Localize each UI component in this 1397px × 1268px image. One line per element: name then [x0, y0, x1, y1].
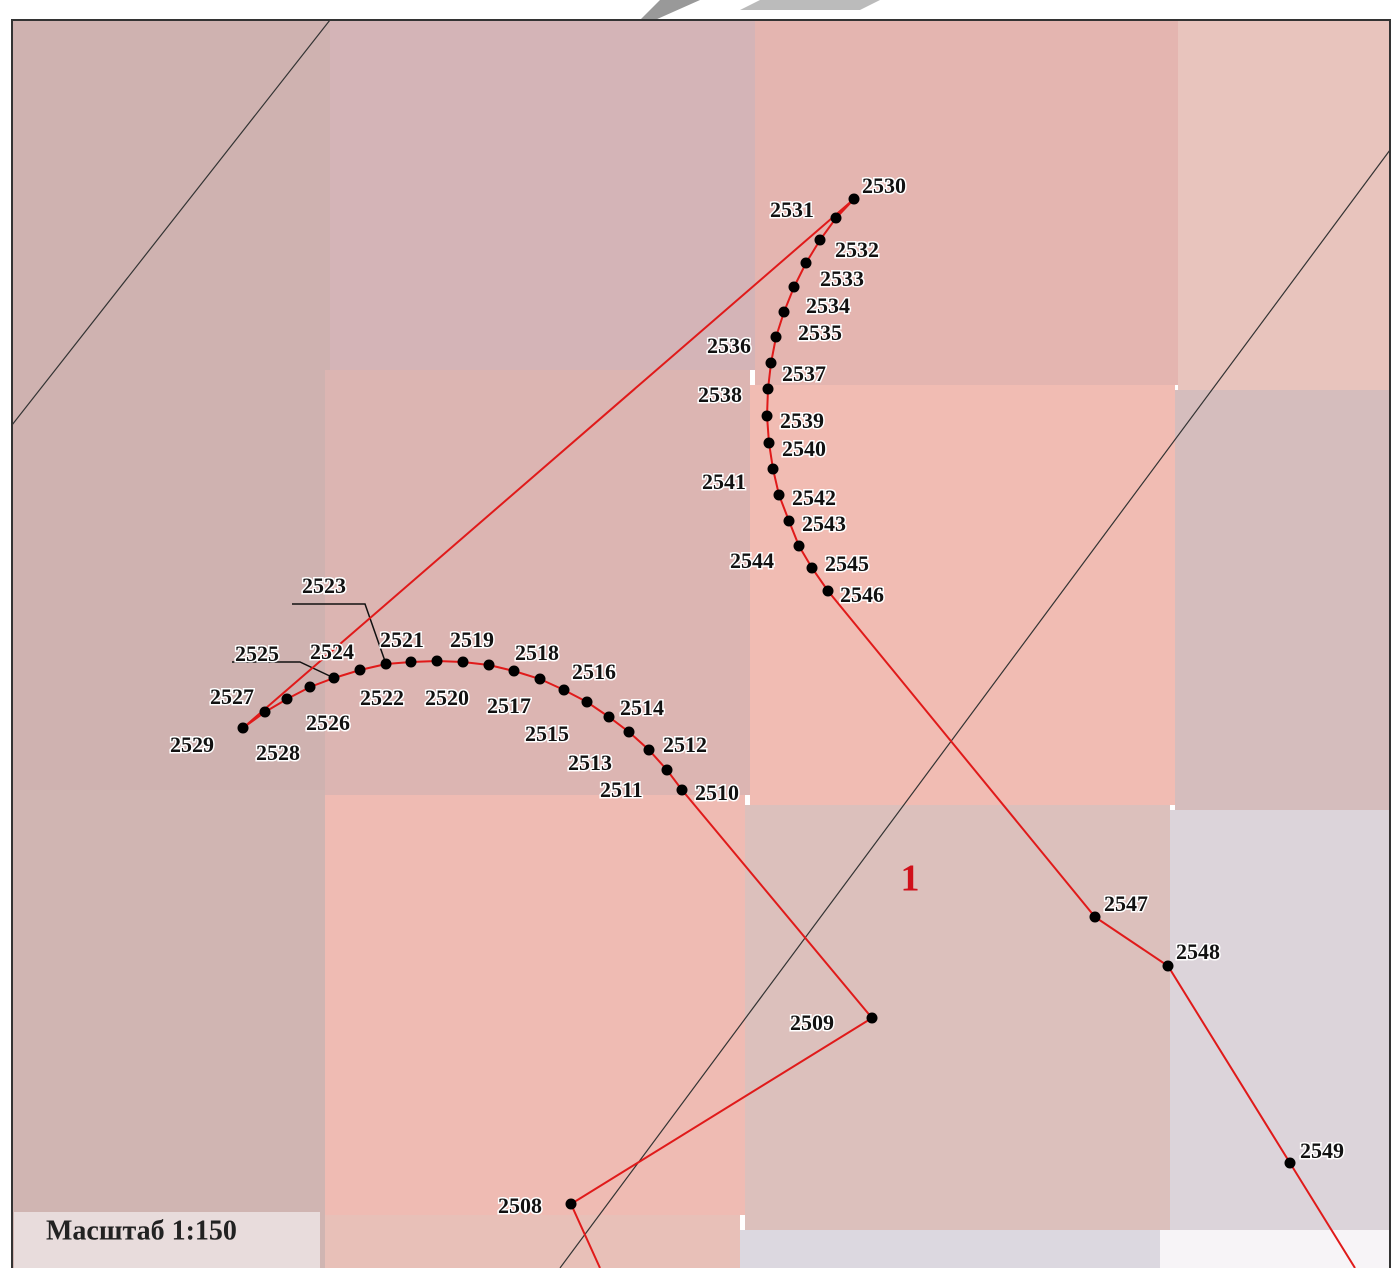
survey-point: [581, 696, 593, 708]
survey-point: [783, 515, 795, 527]
point-label: 2514: [620, 695, 664, 720]
point-label: 2515: [525, 721, 569, 746]
survey-point: [1089, 911, 1101, 923]
point-label: 2529: [170, 732, 214, 757]
survey-point: [558, 684, 570, 696]
point-label: 2531: [770, 197, 814, 222]
leader-line: [292, 603, 387, 665]
point-label: 2509: [790, 1010, 834, 1035]
survey-point: [848, 193, 860, 205]
survey-point: [793, 540, 805, 552]
header-fragment: [640, 0, 700, 20]
survey-point: [380, 658, 392, 670]
survey-point: [866, 1012, 878, 1024]
point-label: 2526: [306, 710, 350, 735]
point-label: 2532: [835, 237, 879, 262]
frame: [11, 19, 1391, 1268]
point-label: 2511: [600, 777, 643, 802]
point-label: 2547: [1104, 891, 1148, 916]
survey-point: [304, 681, 316, 693]
point-label: 2542: [792, 485, 836, 510]
background-tiles: [12, 20, 1390, 1268]
survey-point: [788, 281, 800, 293]
survey-point: [534, 673, 546, 685]
point-label: 2530: [862, 173, 906, 198]
point-label: 2512: [663, 732, 707, 757]
parcel-label: 1: [901, 858, 920, 900]
point-label: 2508: [498, 1193, 542, 1218]
survey-point: [761, 410, 773, 422]
point-label: 2524: [310, 639, 354, 664]
survey-point: [623, 726, 635, 738]
survey-point: [765, 357, 777, 369]
survey-point: [405, 656, 417, 668]
point-label: 2513: [568, 750, 612, 775]
survey-point: [830, 212, 842, 224]
point-label: 2548: [1176, 939, 1220, 964]
point-label: 2538: [698, 382, 742, 407]
survey-point: [508, 665, 520, 677]
survey-point: [328, 672, 340, 684]
survey-point: [281, 693, 293, 705]
header-fragment: [740, 0, 880, 10]
point-label: 2544: [730, 548, 774, 573]
boundary-line: [11, 19, 331, 426]
point-label: 2546: [840, 582, 884, 607]
survey-point: [259, 706, 271, 718]
survey-point: [1162, 960, 1174, 972]
scale-label: Масштаб 1:150: [46, 1215, 237, 1246]
point-label: 2549: [1300, 1138, 1344, 1163]
survey-point: [661, 764, 673, 776]
survey-point: [767, 463, 779, 475]
point-label: 2545: [825, 551, 869, 576]
survey-point: [773, 489, 785, 501]
point-label: 2518: [515, 640, 559, 665]
point-label: 2510: [695, 780, 739, 805]
survey-point: [822, 585, 834, 597]
point-label: 2520: [425, 685, 469, 710]
survey-point: [762, 383, 774, 395]
point-label: 2522: [360, 685, 404, 710]
point-label: 2536: [707, 333, 751, 358]
survey-point: [354, 664, 366, 676]
survey-point: [800, 257, 812, 269]
survey-point: [770, 331, 782, 343]
survey-point: [457, 656, 469, 668]
point-label: 2519: [450, 627, 494, 652]
point-label: 2521: [380, 627, 424, 652]
survey-point: [483, 659, 495, 671]
leader-line: [232, 661, 335, 679]
survey-point: [1284, 1157, 1296, 1169]
point-label: 2516: [572, 659, 616, 684]
boundary-line: [559, 149, 1391, 1268]
survey-point: [603, 711, 615, 723]
point-label: 2523: [302, 573, 346, 598]
point-label: 2534: [806, 293, 850, 318]
point-label: 2543: [802, 511, 846, 536]
survey-point: [778, 306, 790, 318]
survey-point: [431, 655, 443, 667]
survey-point: [237, 722, 249, 734]
point-label: 2539: [780, 408, 824, 433]
point-label: 2528: [256, 740, 300, 765]
point-label: 2533: [820, 266, 864, 291]
point-label: 2517: [487, 693, 531, 718]
survey-point: [643, 744, 655, 756]
point-label: 2537: [782, 361, 826, 386]
point-label: 2525: [235, 641, 279, 666]
survey-point: [676, 784, 688, 796]
survey-point: [763, 437, 775, 449]
point-label: 2527: [210, 684, 254, 709]
survey-point: [814, 234, 826, 246]
survey-point: [565, 1198, 577, 1210]
survey-point: [806, 562, 818, 574]
point-label: 2540: [782, 436, 826, 461]
point-label: 2541: [702, 469, 746, 494]
point-label: 2535: [798, 320, 842, 345]
